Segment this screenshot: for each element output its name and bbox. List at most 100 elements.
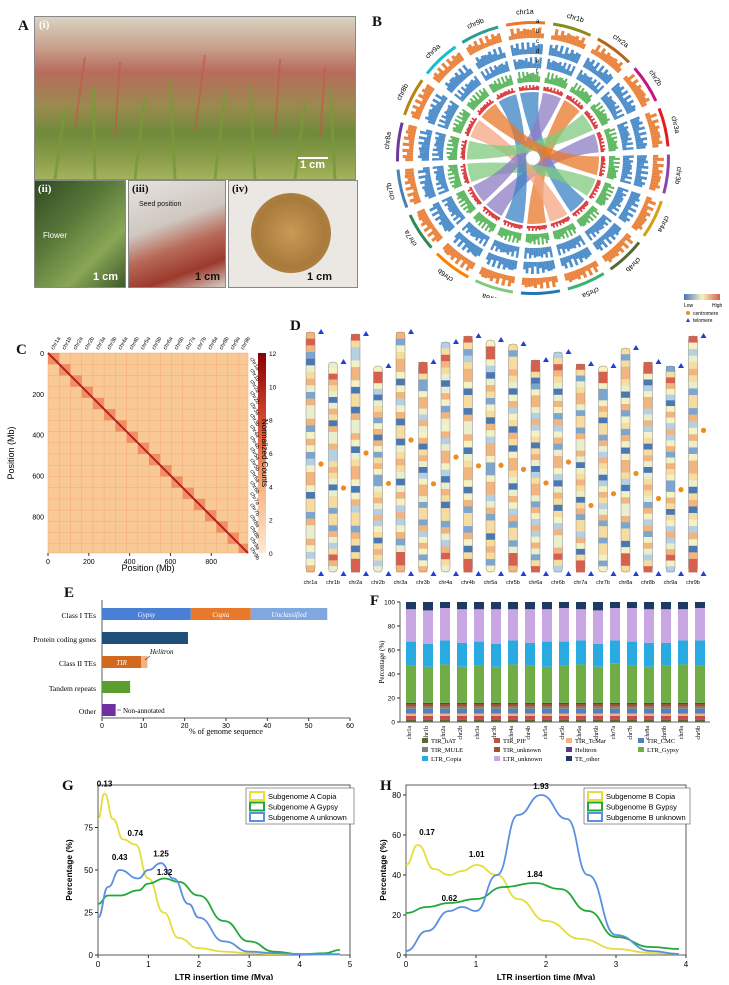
chromosome-band xyxy=(621,422,630,430)
chromosome-band xyxy=(373,549,383,556)
circos-track-bar xyxy=(575,102,578,106)
centromere-marker xyxy=(700,427,707,433)
circos-track-bar xyxy=(559,30,565,42)
circos-track-bar xyxy=(617,124,625,130)
circos-track-bar xyxy=(520,87,523,92)
chromosome-band xyxy=(328,461,338,468)
circos-track-bar xyxy=(626,200,639,208)
circos-track-bar xyxy=(590,121,594,124)
circos-track-bar xyxy=(608,157,620,160)
chromosome-band xyxy=(531,430,540,437)
circos-track-bar xyxy=(518,232,522,241)
circos-track-bar xyxy=(607,56,616,66)
f-bar-segment xyxy=(440,719,450,722)
chromosome-band xyxy=(666,526,675,533)
chromosome-band xyxy=(328,531,338,538)
circos-track-bar xyxy=(439,214,448,222)
scale-bar-i: 1 cm xyxy=(300,159,326,171)
chromosome-band xyxy=(531,466,540,473)
circos-track-bar xyxy=(607,228,616,236)
chromosome-band xyxy=(418,420,428,427)
chromosome-outline xyxy=(620,347,631,573)
telomere-marker-bottom xyxy=(430,571,437,576)
telomere-marker-bottom xyxy=(453,571,459,576)
circos-track-bar xyxy=(645,196,653,201)
f-bar-segment xyxy=(474,702,484,704)
circos-chrom-label: chr8b xyxy=(396,83,410,102)
chromosome-band xyxy=(508,546,518,554)
f-bar-segment xyxy=(440,702,450,704)
circos-track-bar xyxy=(472,94,481,104)
chromosome-band xyxy=(621,484,630,492)
circos-track-bar xyxy=(595,85,605,95)
f-bar-segment xyxy=(406,665,416,703)
circos-track-bar xyxy=(652,144,659,148)
f-bar-segment xyxy=(627,702,637,704)
chromosome-band xyxy=(666,531,675,539)
circos-track-bar xyxy=(504,75,510,87)
circos-track-bar xyxy=(593,126,598,130)
circos-track-bar xyxy=(547,79,551,84)
chromosome-band xyxy=(508,477,518,484)
circos-track-bar xyxy=(592,241,600,251)
chromosome-band xyxy=(328,472,338,480)
chromosome-band xyxy=(441,488,450,496)
circos-track-bar xyxy=(559,257,565,267)
circos-track-bar xyxy=(478,98,483,103)
circos-track-bar xyxy=(621,172,628,177)
circos-track-bar xyxy=(622,75,629,81)
chromosome-outline xyxy=(463,335,473,573)
circos-track-bar xyxy=(423,186,434,192)
circos-track-bar xyxy=(619,239,630,250)
chromosome-band xyxy=(306,498,315,506)
chromosome-band xyxy=(598,388,608,396)
circos-track-bar xyxy=(600,91,611,101)
chromosome-band xyxy=(576,485,585,492)
legend-label: Subgenome A unknown xyxy=(268,813,347,822)
chromosome-band xyxy=(688,480,698,488)
chromosome-band xyxy=(598,526,608,533)
chromosome-band xyxy=(306,385,315,393)
circos-track-bar xyxy=(579,217,587,226)
circos-track-bar xyxy=(438,178,446,183)
chromosome-chr6b: chr6b xyxy=(551,349,572,586)
circos-track-bar xyxy=(546,72,551,84)
e-bar-segment xyxy=(190,608,251,620)
circos-track-bar xyxy=(407,133,416,139)
circos-track-bar xyxy=(486,208,489,211)
f-bar-segment xyxy=(423,610,433,644)
chromosome-band xyxy=(508,458,518,465)
circos-track-bar xyxy=(608,163,614,166)
circos-track-bar xyxy=(539,277,544,289)
chromosome-band xyxy=(373,566,383,573)
circos-track-bar xyxy=(600,215,607,222)
f-bar-segment xyxy=(593,706,603,709)
circos-track-bar xyxy=(606,174,617,179)
chromosome-band xyxy=(508,464,518,472)
hic-ylabel: Position (Mb) xyxy=(6,426,16,479)
f-bar-segment xyxy=(644,666,654,703)
chromosome-band xyxy=(621,453,630,461)
circos-track-bar xyxy=(594,240,604,251)
e-bar-segment xyxy=(102,656,142,668)
circos-track-bar xyxy=(516,28,521,39)
circos-track-bar xyxy=(610,82,621,92)
chromosome-chr1b: chr1b xyxy=(326,359,347,586)
circos-track-bar xyxy=(447,143,459,148)
chromosome-band xyxy=(328,467,338,474)
centromere-marker xyxy=(633,470,639,477)
circos-track-bar xyxy=(493,80,500,91)
photo-seed-position: (iii) Seed position 1 cm xyxy=(128,180,226,288)
circos-track-bar xyxy=(496,255,501,262)
chromosome-chr7b: chr7b xyxy=(596,363,617,586)
f-bar-segment xyxy=(576,664,586,703)
circos-track-bar xyxy=(462,111,470,118)
chromosome-band xyxy=(621,391,630,399)
circos-track-bar xyxy=(585,98,592,105)
circos-track-bar xyxy=(496,66,502,75)
chromosome-band xyxy=(598,371,608,378)
f-legend-swatch xyxy=(638,747,644,752)
f-bar-segment xyxy=(559,608,569,642)
circos-track-bar xyxy=(424,139,431,144)
circos-track-bar xyxy=(465,259,471,266)
